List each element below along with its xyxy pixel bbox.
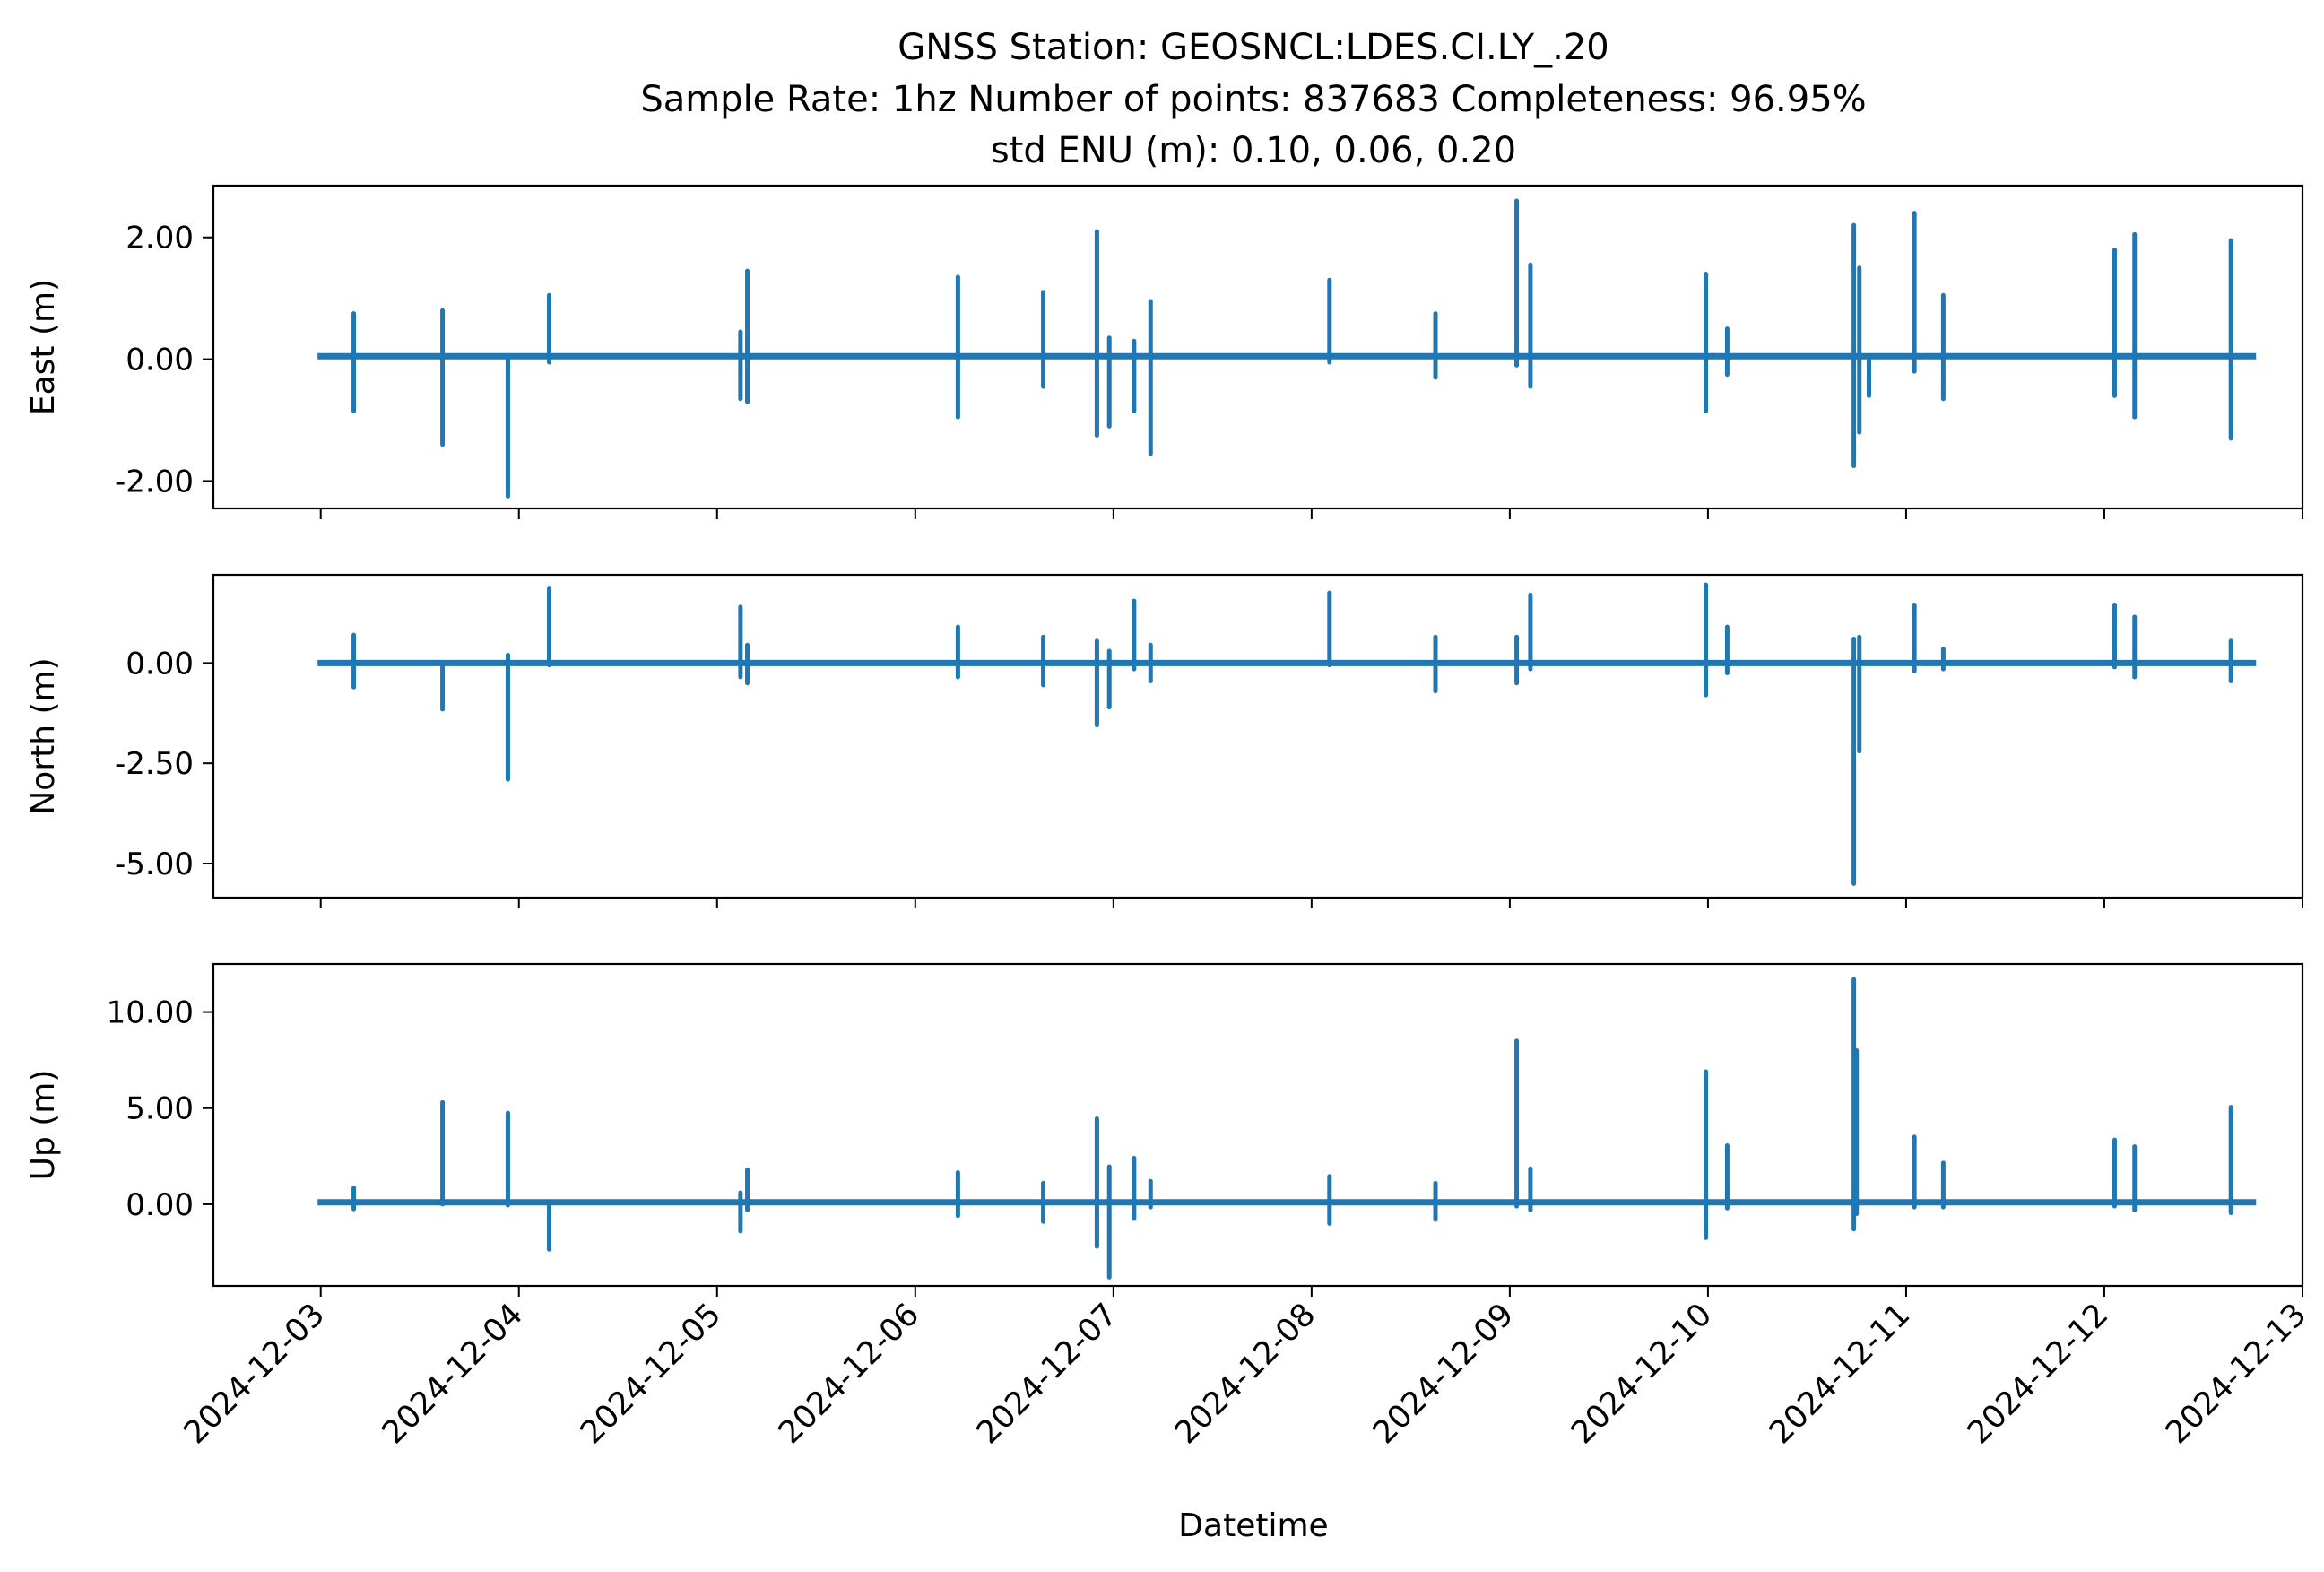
chart-title-line-2: Sample Rate: 1hz Number of points: 83768… (640, 79, 1866, 120)
series-group (317, 198, 2257, 499)
y-axis-label: Up (m) (25, 1070, 62, 1181)
series-group (317, 977, 2257, 1280)
series-group (317, 582, 2257, 886)
y-tick-label: 0.00 (126, 343, 194, 378)
x-axis-label: Datetime (1178, 1507, 1328, 1544)
x-tick-label: 2024-12-07 (970, 1297, 1124, 1451)
x-tick-label: 2024-12-03 (178, 1297, 332, 1451)
y-tick-label: -2.50 (115, 746, 194, 782)
y-tick-label: 2.00 (126, 221, 194, 256)
x-tick-label: 2024-12-10 (1565, 1297, 1719, 1451)
y-tick-label: 5.00 (126, 1091, 194, 1127)
panel-2: 0.00 -2.50 -5.00 North (m) (25, 573, 2304, 908)
x-tick-label: 2024-12-11 (1763, 1297, 1917, 1451)
x-tick-label: 2024-12-08 (1168, 1297, 1322, 1451)
x-tick-label: 2024-12-09 (1366, 1297, 1521, 1451)
panel-3: 10.00 5.00 0.00 Up (m) (25, 962, 2304, 1297)
y-axis-label: East (m) (25, 279, 62, 415)
x-tick-label: 2024-12-12 (1961, 1297, 2115, 1451)
panel-1: 2.00 0.00 -2.00 East (m) (25, 184, 2304, 519)
panels-layer: 2.00 0.00 -2.00 East (m) 0.00 -2.50 -5.00 North… (25, 184, 2313, 1451)
panel-frame (212, 184, 2304, 510)
y-tick-label: 0.00 (126, 1187, 194, 1223)
x-tick-label: 2024-12-13 (2159, 1297, 2313, 1451)
x-tick-label: 2024-12-04 (376, 1297, 530, 1451)
chart-title-line-3: std ENU (m): 0.10, 0.06, 0.20 (991, 130, 1516, 171)
x-tick-label: 2024-12-05 (574, 1297, 728, 1451)
x-tick-label: 2024-12-06 (772, 1297, 926, 1451)
y-axis-label: North (m) (25, 657, 62, 814)
chart-title-line-1: GNSS Station: GEOSNCL:LDES.CI.LY_.20 (898, 27, 1609, 68)
y-tick-label: 0.00 (126, 646, 194, 682)
y-tick-label: -2.00 (115, 464, 194, 499)
y-tick-label: -5.00 (115, 847, 194, 882)
panel-frame (212, 962, 2304, 1288)
panel-frame (212, 573, 2304, 899)
y-tick-label: 10.00 (107, 995, 194, 1031)
